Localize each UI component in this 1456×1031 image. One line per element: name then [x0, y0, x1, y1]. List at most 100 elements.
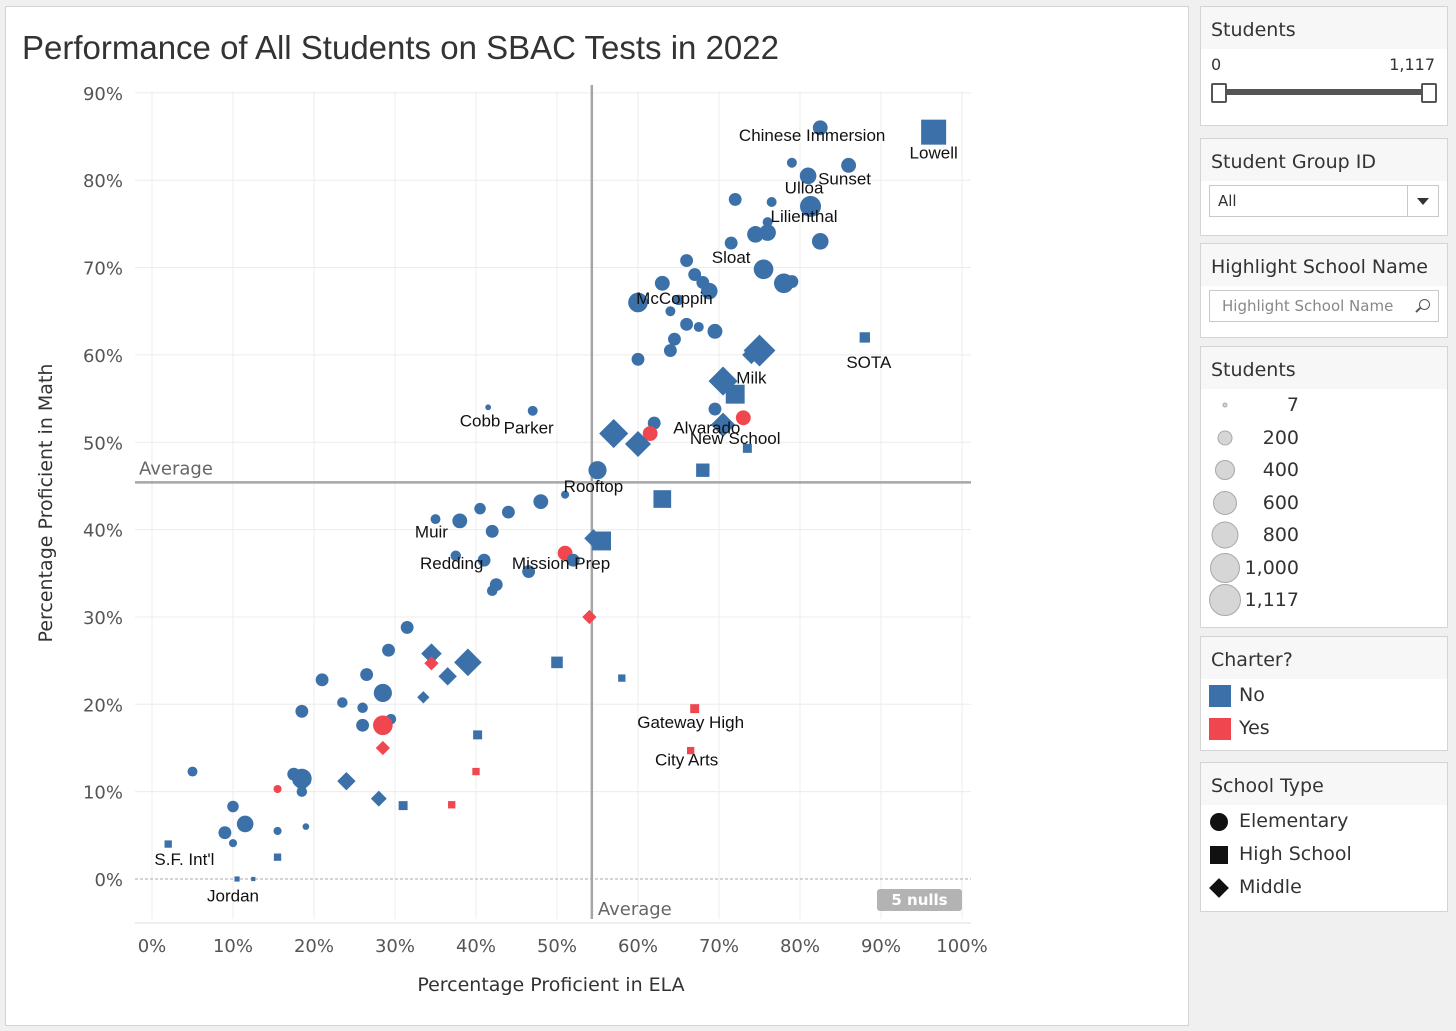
elementary-point[interactable]	[486, 585, 498, 596]
high-school-point[interactable]	[164, 840, 172, 848]
middle-school-point[interactable]	[708, 366, 738, 396]
elementary-point[interactable]	[708, 402, 722, 416]
elementary-point[interactable]	[337, 697, 348, 708]
elementary-point[interactable]	[700, 282, 718, 300]
elementary-point[interactable]	[631, 352, 645, 366]
elementary-point[interactable]	[382, 643, 395, 657]
elementary-point[interactable]	[356, 718, 370, 732]
elementary-point[interactable]	[218, 826, 232, 840]
elementary-point[interactable]	[800, 195, 822, 217]
elementary-point[interactable]	[273, 826, 282, 836]
student-group-select[interactable]: All	[1209, 185, 1439, 217]
elementary-point[interactable]	[753, 259, 774, 280]
elementary-point[interactable]	[477, 553, 491, 567]
elementary-point[interactable]	[688, 268, 702, 281]
elementary-point[interactable]	[665, 306, 676, 317]
elementary-point[interactable]	[561, 490, 570, 499]
high-school-point[interactable]	[448, 801, 456, 809]
elementary-point[interactable]	[693, 321, 704, 332]
elementary-point[interactable]	[663, 344, 677, 357]
elementary-point[interactable]	[533, 494, 549, 510]
elementary-point[interactable]	[680, 317, 694, 331]
elementary-point[interactable]	[812, 120, 828, 136]
elementary-point[interactable]	[430, 514, 441, 525]
high-school-point[interactable]	[859, 332, 870, 343]
elementary-point[interactable]	[236, 815, 254, 833]
middle-school-point[interactable]	[292, 773, 312, 793]
middle-school-point[interactable]	[421, 643, 442, 664]
elementary-point[interactable]	[360, 668, 374, 682]
legend-item-no[interactable]: No	[1201, 679, 1447, 712]
elementary-point[interactable]	[315, 673, 329, 687]
elementary-point[interactable]	[628, 292, 648, 313]
elementary-point[interactable]	[841, 157, 857, 173]
middle-school-point[interactable]	[742, 345, 761, 365]
high-school-point[interactable]	[696, 463, 710, 477]
high-school-point[interactable]	[690, 704, 700, 714]
elementary-point[interactable]	[474, 502, 486, 515]
chevron-down-icon[interactable]	[1407, 186, 1438, 216]
elementary-point[interactable]	[735, 410, 751, 426]
elementary-point[interactable]	[707, 323, 723, 339]
legend-item-middle[interactable]: Middle	[1201, 871, 1447, 904]
high-school-point[interactable]	[618, 674, 626, 682]
data-points[interactable]	[164, 119, 947, 882]
elementary-point[interactable]	[668, 332, 681, 346]
middle-school-point[interactable]	[424, 656, 439, 671]
elementary-point[interactable]	[450, 550, 462, 562]
middle-school-point[interactable]	[337, 771, 356, 791]
elementary-point[interactable]	[766, 197, 777, 208]
elementary-point[interactable]	[673, 294, 684, 306]
elementary-point[interactable]	[501, 505, 515, 519]
elementary-point[interactable]	[762, 217, 773, 228]
high-school-point[interactable]	[551, 656, 563, 669]
middle-school-point[interactable]	[624, 430, 652, 458]
search-icon[interactable]	[1419, 299, 1430, 310]
elementary-point[interactable]	[759, 224, 776, 241]
elementary-point[interactable]	[811, 233, 829, 250]
elementary-point[interactable]	[273, 784, 282, 794]
middle-school-point[interactable]	[710, 412, 736, 437]
middle-school-point[interactable]	[438, 667, 457, 686]
elementary-point[interactable]	[747, 226, 764, 243]
legend-item-yes[interactable]: Yes	[1201, 712, 1447, 745]
middle-school-point[interactable]	[454, 648, 482, 677]
elementary-point[interactable]	[786, 157, 797, 168]
slider-max-handle[interactable]	[1421, 83, 1437, 103]
elementary-point[interactable]	[373, 715, 393, 736]
high-school-point[interactable]	[653, 490, 672, 508]
elementary-point[interactable]	[527, 405, 538, 416]
elementary-point[interactable]	[642, 426, 658, 441]
high-school-point[interactable]	[921, 119, 947, 145]
elementary-point[interactable]	[588, 461, 607, 480]
legend-item-elementary[interactable]: Elementary	[1201, 805, 1447, 838]
elementary-point[interactable]	[227, 800, 239, 813]
elementary-point[interactable]	[785, 275, 799, 288]
elementary-point[interactable]	[680, 254, 694, 267]
elementary-point[interactable]	[724, 236, 738, 250]
high-school-point[interactable]	[234, 876, 240, 882]
legend-item-high-school[interactable]: High School	[1201, 838, 1447, 871]
middle-school-point[interactable]	[584, 529, 603, 548]
high-school-point[interactable]	[742, 443, 752, 453]
students-range-slider[interactable]: 0 1,117	[1201, 49, 1447, 119]
elementary-point[interactable]	[566, 553, 580, 567]
elementary-point[interactable]	[400, 621, 414, 634]
middle-school-point[interactable]	[375, 740, 390, 756]
elementary-point[interactable]	[728, 192, 742, 206]
elementary-point[interactable]	[799, 167, 817, 185]
middle-school-point[interactable]	[417, 691, 430, 704]
elementary-point[interactable]	[654, 275, 670, 291]
middle-school-point[interactable]	[599, 418, 629, 449]
elementary-point[interactable]	[357, 702, 368, 714]
middle-school-point[interactable]	[370, 790, 387, 807]
slider-track[interactable]	[1215, 89, 1433, 95]
elementary-point[interactable]	[295, 704, 309, 718]
elementary-point[interactable]	[302, 823, 310, 830]
elementary-point[interactable]	[228, 839, 238, 848]
slider-min-handle[interactable]	[1211, 83, 1227, 103]
elementary-point[interactable]	[485, 404, 492, 411]
high-school-point[interactable]	[686, 746, 695, 755]
elementary-point[interactable]	[187, 766, 198, 777]
nulls-badge[interactable]: 5 nulls	[877, 889, 962, 911]
